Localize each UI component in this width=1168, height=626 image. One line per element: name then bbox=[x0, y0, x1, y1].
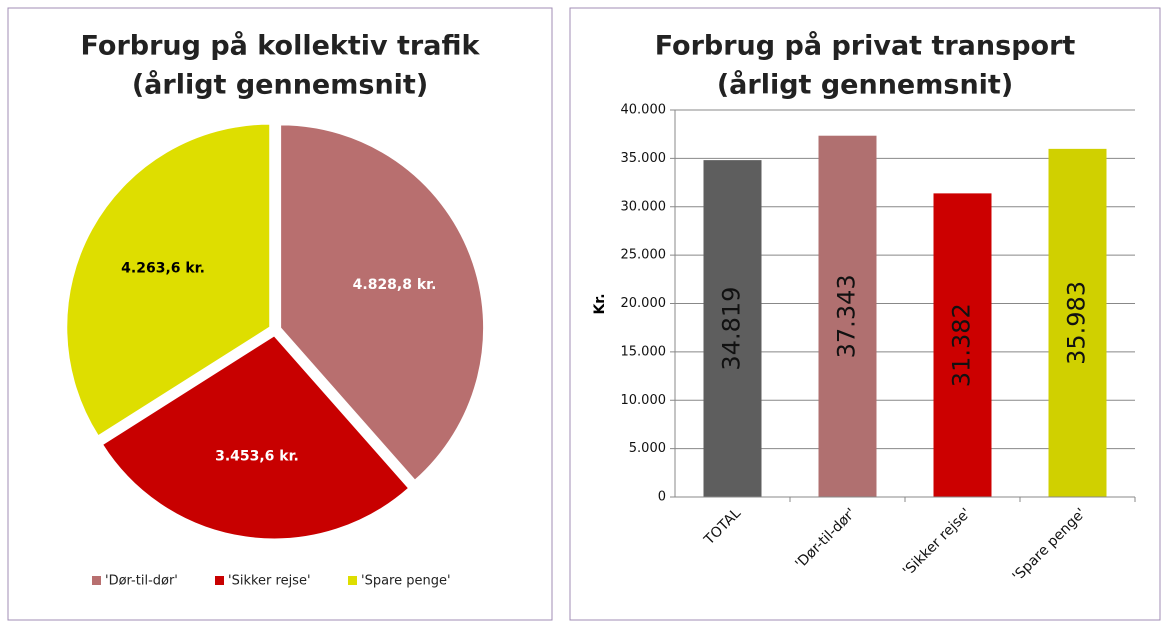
chart-title: Forbrug på kollektiv trafik bbox=[81, 30, 481, 62]
data-label: 3.453,6 kr. bbox=[215, 449, 299, 465]
y-tick-label: 15.000 bbox=[621, 344, 667, 359]
y-tick-label: 25.000 bbox=[621, 248, 667, 263]
y-tick-label: 20.000 bbox=[621, 296, 667, 311]
bar bbox=[703, 160, 762, 498]
y-axis-label: Kr. bbox=[592, 293, 608, 314]
bar bbox=[818, 135, 877, 497]
legend-label: 'Spare penge' bbox=[361, 574, 451, 589]
y-tick-label: 0 bbox=[658, 490, 666, 505]
data-label: 37.343 bbox=[833, 274, 861, 358]
y-tick-label: 5.000 bbox=[629, 441, 666, 456]
pie-slice bbox=[280, 124, 485, 481]
data-label: 34.819 bbox=[718, 287, 746, 371]
pie-slice bbox=[101, 335, 410, 540]
legend-swatch bbox=[348, 576, 357, 585]
pie-slice bbox=[66, 123, 271, 437]
y-tick-label: 10.000 bbox=[621, 393, 667, 408]
chart-title: Forbrug på privat transport bbox=[655, 30, 1076, 62]
data-label: 4.828,8 kr. bbox=[353, 277, 437, 293]
chart-title: (årligt gennemsnit) bbox=[132, 69, 428, 101]
y-tick-label: 30.000 bbox=[621, 199, 667, 214]
bar bbox=[1048, 148, 1107, 497]
chart-title: (årligt gennemsnit) bbox=[717, 69, 1013, 101]
y-tick-label: 40.000 bbox=[621, 103, 667, 118]
legend-swatch bbox=[215, 576, 224, 585]
legend-swatch bbox=[92, 576, 101, 585]
data-label: 35.983 bbox=[1063, 281, 1091, 365]
bar bbox=[933, 193, 992, 497]
y-tick-label: 35.000 bbox=[621, 151, 667, 166]
data-label: 31.382 bbox=[948, 303, 976, 387]
legend-label: 'Sikker rejse' bbox=[228, 574, 311, 589]
legend-label: 'Dør-til-dør' bbox=[105, 574, 178, 589]
data-label: 4.263,6 kr. bbox=[121, 260, 205, 276]
